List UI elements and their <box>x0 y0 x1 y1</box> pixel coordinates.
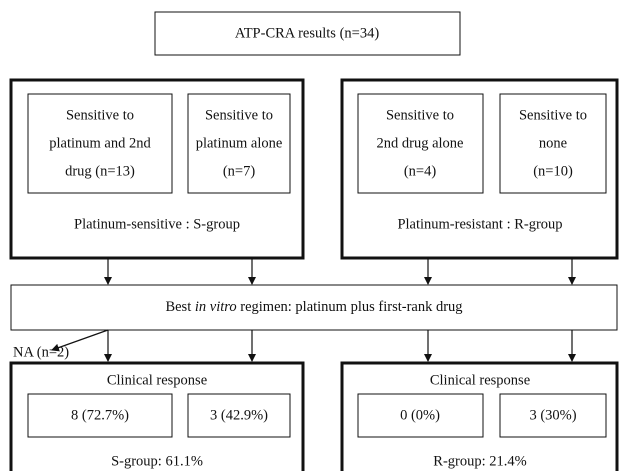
box-line: platinum alone <box>196 135 283 151</box>
regimen-part: Best <box>165 299 194 315</box>
box-line: drug (n=13) <box>65 163 135 179</box>
box-line: none <box>539 135 567 151</box>
box-line: Sensitive to <box>66 107 134 123</box>
inner-box <box>27 93 173 194</box>
header-box <box>154 11 461 56</box>
response-value: 8 (72.7%) <box>71 407 129 423</box>
box-line: platinum and 2nd <box>49 135 151 151</box>
regimen-italic: in vitro <box>195 299 237 315</box>
group-box <box>9 78 305 260</box>
inner-box <box>499 93 607 194</box>
box-line: (n=10) <box>533 163 573 179</box>
response-summary: R-group: 21.4% <box>433 453 526 469</box>
inner-box <box>499 393 607 438</box>
na-arrow <box>51 329 109 352</box>
regimen-box <box>10 284 618 331</box>
box-line: (n=7) <box>223 163 256 179</box>
regimen-text: Best in vitro regimen: platinum plus fir… <box>165 299 462 315</box>
response-box <box>9 361 305 471</box>
box-line: Sensitive to <box>386 107 454 123</box>
na-note: NA (n=2) <box>13 344 69 360</box>
inner-box <box>187 393 291 438</box>
box-line: Sensitive to <box>519 107 587 123</box>
inner-box <box>357 93 484 194</box>
box-line: (n=4) <box>404 163 437 179</box>
response-value: 3 (30%) <box>529 407 576 423</box>
regimen-part: regimen: platinum plus first-rank drug <box>237 299 463 315</box>
response-summary: S-group: 61.1% <box>111 453 203 469</box>
group-label: Platinum-resistant : R-group <box>397 216 562 232</box>
box-line: 2nd drug alone <box>377 135 464 151</box>
response-title: Clinical response <box>107 372 207 388</box>
group-box <box>340 78 619 260</box>
response-value: 3 (42.9%) <box>210 407 268 423</box>
group-label: Platinum-sensitive : S-group <box>74 216 240 232</box>
response-title: Clinical response <box>430 372 530 388</box>
inner-box <box>187 93 291 194</box>
inner-box <box>357 393 484 438</box>
response-box <box>340 361 619 471</box>
response-value: 0 (0%) <box>400 407 440 423</box>
inner-box <box>27 393 173 438</box>
header-title: ATP-CRA results (n=34) <box>235 25 379 41</box>
box-line: Sensitive to <box>205 107 273 123</box>
